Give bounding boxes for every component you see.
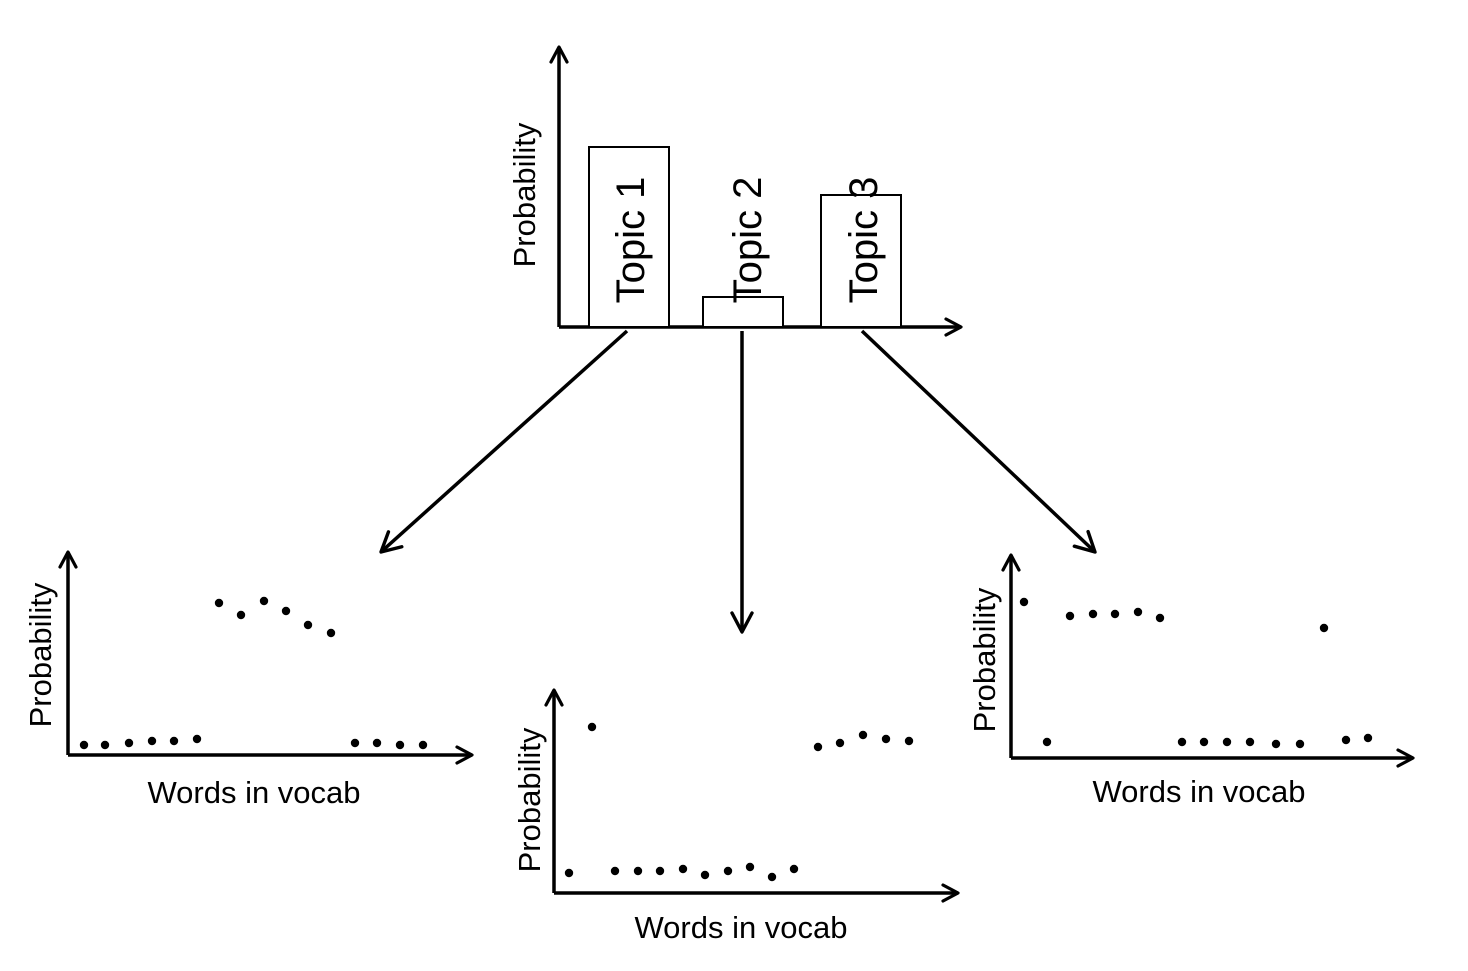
word-chart-1-point (124, 738, 134, 748)
word-chart-1-point (192, 734, 202, 744)
word-chart-1-point (147, 736, 157, 746)
word-chart-2-point (700, 870, 710, 880)
word-chart-3-point (1177, 737, 1187, 747)
topic-3-bar (820, 194, 902, 328)
word-chart-1-point (350, 738, 360, 748)
word-chart-3-point (1065, 611, 1075, 621)
word-chart-2-point (789, 864, 799, 874)
word-chart-1-point (418, 740, 428, 750)
word-chart-3-y-label: Probability (967, 587, 1002, 732)
word-chart-2-point (564, 868, 574, 878)
topic-1-bar (588, 146, 670, 328)
word-chart-2-point (655, 866, 665, 876)
word-chart-3-points (1019, 597, 1373, 749)
word-chart-2-point (858, 730, 868, 740)
word-chart-2-x-label: Words in vocab (634, 910, 847, 945)
word-chart-1-point (169, 736, 179, 746)
word-chart-1-point (214, 598, 224, 608)
topic-bars: Topic 1 Topic 2 Topic 3 (588, 146, 902, 328)
word-chart-2-point (587, 722, 597, 732)
word-chart-3-point (1245, 737, 1255, 747)
word-chart-2-point (678, 864, 688, 874)
word-chart-2-point (881, 734, 891, 744)
topic-2-label: Topic 2 (726, 177, 770, 304)
topic-3-label: Topic 3 (842, 177, 886, 304)
word-chart-2-points (564, 722, 914, 882)
word-chart-3-point (1155, 613, 1165, 623)
word-chart-1-point (79, 740, 89, 750)
word-chart-3-point (1199, 737, 1209, 747)
word-chart-3-point (1088, 609, 1098, 619)
word-chart-3-point (1222, 737, 1232, 747)
word-chart-2-point (904, 736, 914, 746)
topic-1-label: Topic 1 (609, 177, 653, 304)
arrow-topic-3-to-words (860, 329, 1097, 554)
word-chart-3-point (1042, 737, 1052, 747)
word-chart-1-points (79, 596, 428, 750)
word-chart-1-point (303, 620, 313, 630)
topic-distribution-chart: Probability Topic 1 Topic 2 Topic 3 (507, 45, 963, 337)
word-chart-3-point (1133, 607, 1143, 617)
word-chart-3-point (1110, 609, 1120, 619)
word-chart-1-point (259, 596, 269, 606)
word-chart-2-point (633, 866, 643, 876)
word-chart-1-point (236, 610, 246, 620)
word-chart-3-point (1341, 735, 1351, 745)
word-chart-1-point (281, 606, 291, 616)
word-chart-2-point (610, 866, 620, 876)
topic-2-bar (702, 296, 784, 328)
word-chart-1-point (395, 740, 405, 750)
word-chart-1-point (100, 740, 110, 750)
word-distribution-chart-1: Probability Words in vocab (23, 550, 474, 810)
word-chart-3-point (1271, 739, 1281, 749)
word-chart-2-point (723, 866, 733, 876)
word-chart-3-point (1363, 733, 1373, 743)
word-chart-1-x-label: Words in vocab (147, 775, 360, 810)
word-distribution-chart-2: Probability Words in vocab (512, 688, 960, 945)
word-chart-1-point (372, 738, 382, 748)
word-chart-1-point (326, 628, 336, 638)
topic-chart-y-label: Probability (507, 122, 542, 267)
word-chart-2-point (745, 862, 755, 872)
word-chart-2-point (835, 738, 845, 748)
word-chart-2-point (767, 872, 777, 882)
word-distribution-chart-3: Probability Words in vocab (967, 553, 1415, 809)
word-chart-2-y-label: Probability (512, 727, 547, 872)
topic-to-words-arrows (379, 329, 1097, 634)
arrow-topic-1-to-words (379, 329, 629, 554)
word-chart-1-y-label: Probability (23, 582, 58, 727)
word-chart-3-x-label: Words in vocab (1092, 774, 1305, 809)
word-chart-2-point (813, 742, 823, 752)
word-chart-3-point (1019, 597, 1029, 607)
word-chart-3-point (1295, 739, 1305, 749)
word-chart-3-point (1319, 623, 1329, 633)
